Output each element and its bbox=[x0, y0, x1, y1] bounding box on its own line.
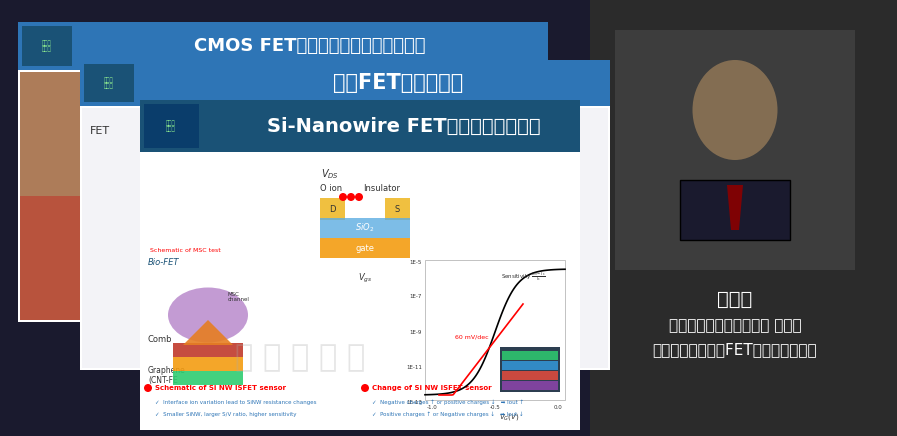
Bar bbox=[18, 22, 548, 70]
Bar bbox=[123, 262, 198, 307]
Text: 黄成军: 黄成军 bbox=[718, 290, 753, 309]
Text: 中科院
微电子: 中科院 微电子 bbox=[104, 77, 114, 89]
Text: -0.5: -0.5 bbox=[490, 405, 501, 410]
Text: Si-Nanowire FET检测细胞离子活动: Si-Nanowire FET检测细胞离子活动 bbox=[267, 116, 541, 136]
Text: $V_{DS}$: $V_{DS}$ bbox=[321, 167, 339, 181]
Text: Field Effect Transistors (FET): Field Effect Transistors (FET) bbox=[326, 131, 444, 140]
Text: ✓  Negative charges ↑ or positive charges ↓   ➡ Iout ↑: ✓ Negative charges ↑ or positive charges… bbox=[372, 399, 524, 405]
Circle shape bbox=[361, 384, 369, 392]
Circle shape bbox=[347, 193, 355, 201]
Bar bbox=[320, 238, 410, 258]
Circle shape bbox=[355, 193, 363, 201]
Text: $SiO_2$: $SiO_2$ bbox=[355, 222, 375, 234]
Bar bbox=[320, 198, 345, 220]
Text: Graphene
(CNT-FE: Graphene (CNT-FE bbox=[148, 366, 186, 385]
Bar bbox=[320, 218, 410, 238]
Ellipse shape bbox=[168, 287, 248, 343]
Bar bbox=[173, 371, 243, 385]
FancyArrow shape bbox=[680, 180, 790, 240]
Bar bbox=[80, 60, 610, 106]
Text: 1E-11: 1E-11 bbox=[406, 364, 422, 369]
Bar bbox=[140, 100, 580, 430]
Text: 复杂的逻辑: 复杂的逻辑 bbox=[123, 170, 148, 179]
Ellipse shape bbox=[692, 60, 778, 160]
Text: 中国科学院微电子研究所 研究员: 中国科学院微电子研究所 研究员 bbox=[668, 318, 801, 333]
Text: gate: gate bbox=[355, 243, 375, 252]
Bar bbox=[173, 357, 243, 371]
Bar bbox=[140, 100, 580, 152]
Text: Change of Si NW ISFET sensor: Change of Si NW ISFET sensor bbox=[372, 385, 492, 391]
Text: 山 科 晶 炫 令: 山 科 晶 炫 令 bbox=[235, 343, 365, 372]
Bar bbox=[20, 196, 115, 320]
Text: 芯片剖面结构图: 芯片剖面结构图 bbox=[450, 84, 485, 92]
Text: D: D bbox=[328, 204, 335, 214]
Bar bbox=[0, 0, 590, 436]
Text: 1E-9: 1E-9 bbox=[410, 330, 422, 334]
Bar bbox=[590, 0, 897, 436]
Text: $V_G(V)$: $V_G(V)$ bbox=[499, 412, 519, 422]
Bar bbox=[123, 207, 198, 252]
Text: 中科院
微电子: 中科院 微电子 bbox=[42, 40, 52, 52]
Bar bbox=[502, 371, 558, 380]
Bar bbox=[615, 30, 855, 270]
Text: MSC
channel: MSC channel bbox=[228, 292, 250, 303]
Text: EDA工具: EDA工具 bbox=[143, 280, 177, 290]
Text: FET: FET bbox=[90, 126, 110, 136]
Polygon shape bbox=[727, 185, 743, 230]
Text: 1E-5: 1E-5 bbox=[410, 259, 422, 265]
Text: 晶圆（Wa: 晶圆（Wa bbox=[123, 100, 151, 109]
Bar bbox=[80, 60, 610, 370]
Text: 0.0: 0.0 bbox=[553, 405, 562, 410]
Bar bbox=[22, 26, 72, 66]
Bar bbox=[144, 104, 199, 148]
Text: Schematic of MSC test: Schematic of MSC test bbox=[150, 248, 221, 253]
Bar bbox=[385, 198, 410, 220]
Bar bbox=[502, 381, 558, 390]
Text: Comb: Comb bbox=[148, 335, 172, 344]
Bar bbox=[123, 152, 198, 197]
Bar bbox=[502, 351, 558, 360]
Text: Insulator: Insulator bbox=[363, 184, 400, 193]
Text: Schematic of Si NW ISFET sensor: Schematic of Si NW ISFET sensor bbox=[155, 385, 286, 391]
Bar bbox=[20, 72, 115, 320]
Text: S: S bbox=[395, 204, 400, 214]
Bar bbox=[173, 343, 243, 357]
Bar bbox=[502, 361, 558, 370]
Text: 中科院
微电子: 中科院 微电子 bbox=[166, 120, 176, 132]
Text: -1.0: -1.0 bbox=[427, 405, 438, 410]
Text: O ion: O ion bbox=[320, 184, 342, 193]
Circle shape bbox=[339, 193, 347, 201]
Bar bbox=[84, 64, 134, 102]
Bar bbox=[500, 347, 560, 392]
Bar bbox=[18, 22, 548, 322]
Text: 60 mV/dec: 60 mV/dec bbox=[455, 334, 489, 340]
Polygon shape bbox=[183, 320, 233, 345]
Text: ✓  Interface ion variation lead to SiNW resistance changes: ✓ Interface ion variation lead to SiNW r… bbox=[155, 399, 317, 405]
Text: Sensitivity $\frac{I_{off}-I_s}{I_s}$: Sensitivity $\frac{I_{off}-I_s}{I_s}$ bbox=[501, 270, 545, 283]
Text: 材料: 材料 bbox=[154, 225, 166, 235]
Bar bbox=[425, 260, 565, 400]
Text: $V_{gs}$: $V_{gs}$ bbox=[358, 272, 372, 285]
Text: Bio-FET: Bio-FET bbox=[148, 258, 179, 267]
Text: CMOS FET是现代芯片技术的基础单元: CMOS FET是现代芯片技术的基础单元 bbox=[194, 37, 425, 55]
Bar bbox=[82, 108, 608, 368]
Text: 1E-7: 1E-7 bbox=[410, 294, 422, 300]
Text: 1E-13: 1E-13 bbox=[406, 399, 422, 405]
Text: 《场效应晶体管（FET）生物传感器》: 《场效应晶体管（FET）生物传感器》 bbox=[653, 342, 817, 357]
Text: 一颗芯片：I: 一颗芯片：I bbox=[123, 135, 151, 144]
Circle shape bbox=[144, 384, 152, 392]
Text: ✓  Smaller SiNW, larger S/V ratio, higher sensitivity: ✓ Smaller SiNW, larger S/V ratio, higher… bbox=[155, 412, 297, 416]
Text: 装备: 装备 bbox=[154, 170, 166, 180]
Text: ✓  Positive charges ↑ or Negative charges ↓   ➡ Iout ↓: ✓ Positive charges ↑ or Negative charges… bbox=[372, 411, 524, 417]
Text: 各种FET的相互关系: 各种FET的相互关系 bbox=[333, 73, 463, 93]
